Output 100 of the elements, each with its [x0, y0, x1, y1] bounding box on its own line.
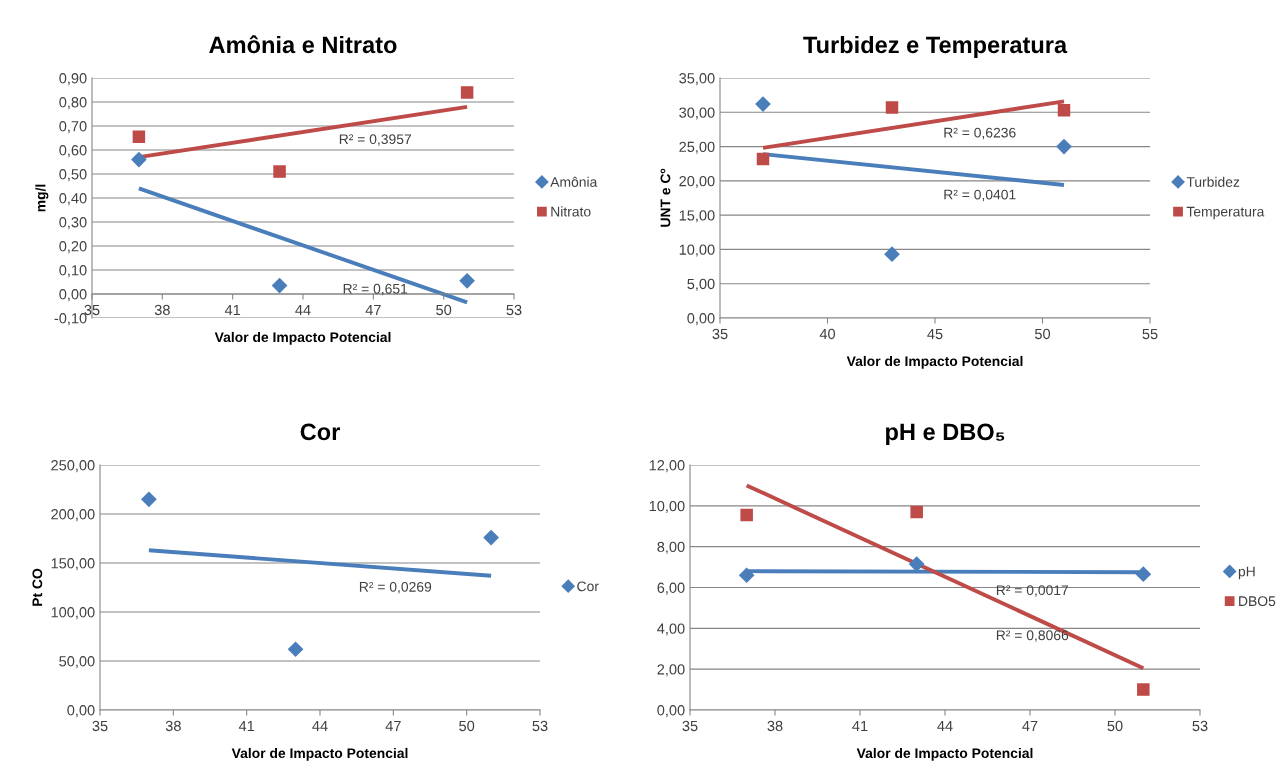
x-tick-label: 53: [532, 720, 548, 732]
legend-label: DBO5: [1239, 596, 1276, 607]
legend-label: Cor: [577, 581, 599, 592]
point: [460, 86, 474, 99]
point: [909, 556, 925, 572]
point: [271, 278, 288, 294]
x-tick-label: 38: [154, 304, 170, 316]
x-axis-title: Valor de Impacto Potencial: [856, 747, 1033, 761]
y-tick-label: 15,00: [679, 210, 715, 223]
legend-label: Amônia: [550, 176, 598, 187]
annotation: R² = 0,0269: [359, 581, 432, 594]
point: [459, 273, 475, 289]
y-tick-label: 10,00: [649, 500, 685, 513]
x-tick-label: 41: [238, 720, 255, 731]
y-tick-label: 35,00: [679, 73, 715, 86]
y-tick-label: 0,90: [59, 73, 87, 86]
legend-label: Turbidez: [1186, 176, 1240, 187]
x-tick-label: 47: [385, 720, 401, 731]
x-axis-title: Valor de Impacto Potencial: [214, 331, 391, 345]
y-axis-title: mg/l: [35, 184, 49, 212]
point: [273, 165, 286, 178]
x-tick-label: 53: [1192, 720, 1208, 732]
y-axis-title: UNT e Cº: [660, 168, 671, 227]
x-tick-label: 50: [1034, 328, 1051, 340]
x-tick-label: 53: [506, 304, 522, 316]
x-tick-label: 35: [92, 720, 108, 732]
point: [131, 152, 147, 168]
annotation: R² = 0,8066: [996, 630, 1069, 642]
y-tick-label: 0,00: [657, 705, 685, 718]
point: [885, 101, 899, 114]
y-tick-label: 2,00: [657, 664, 685, 677]
point: [756, 152, 770, 166]
y-tick-label: 0,00: [67, 705, 95, 718]
x-axis-title: Valor de Impacto Potencial: [231, 747, 408, 761]
y-tick-label: 0,70: [59, 121, 87, 134]
x-tick-label: 44: [312, 720, 328, 731]
x-tick-label: 44: [295, 304, 311, 315]
y-tick-label: 50,00: [59, 656, 95, 669]
y-tick-label: 0,00: [687, 313, 715, 326]
point: [483, 529, 499, 546]
y-tick-label: 8,00: [657, 541, 685, 554]
point: [132, 130, 146, 144]
y-tick-label: 0,50: [59, 169, 87, 182]
x-tick-label: 44: [937, 720, 953, 731]
x-tick-label: 40: [819, 328, 836, 340]
point: [739, 567, 755, 583]
point: [755, 96, 771, 112]
annotation: R² = 0,6236: [944, 127, 1016, 140]
point: [884, 246, 900, 262]
y-tick-label: 6,00: [657, 582, 685, 595]
y-tick-label: 25,00: [679, 141, 715, 154]
point: [1135, 566, 1151, 582]
y-tick-label: 100,00: [51, 607, 95, 620]
x-tick-label: 35: [712, 328, 728, 340]
x-tick-label: 47: [365, 304, 381, 315]
chart-title: Cor: [300, 423, 340, 441]
chart-title: Turbidez e Temperatura: [803, 35, 1068, 58]
y-tick-label: 0,20: [59, 241, 87, 254]
y-tick-label: 12,00: [649, 460, 685, 473]
x-tick-label: 38: [767, 720, 783, 732]
y-tick-label: 0,30: [59, 217, 87, 230]
point: [1057, 103, 1071, 117]
point: [740, 508, 753, 522]
y-tick-label: 0,80: [59, 97, 87, 110]
y-tick-label: 250,00: [51, 460, 95, 473]
x-tick-label: 41: [852, 720, 868, 731]
y-tick-label: 30,00: [679, 107, 715, 120]
y-tick-label: 0,00: [59, 289, 87, 302]
point: [141, 491, 157, 507]
legend-label: Nitrato: [551, 206, 591, 217]
chart-title: Amônia e Nitrato: [209, 35, 397, 54]
point: [1137, 683, 1150, 696]
y-tick-label: 4,00: [657, 623, 685, 636]
y-tick-label: 10,00: [679, 244, 715, 257]
annotation: R² = 0,651: [343, 283, 408, 296]
legend-label: Temperatura: [1186, 206, 1265, 220]
x-axis-title: Valor de Impacto Potencial: [846, 355, 1023, 369]
legend-label: pH: [1238, 566, 1255, 580]
annotation: R² = 0,3957: [339, 134, 411, 146]
x-tick-label: 50: [1107, 720, 1123, 732]
y-tick-label: 0,40: [59, 193, 87, 206]
point: [287, 641, 304, 657]
chart-title: pH e DBO₅: [886, 423, 1005, 445]
y-tick-label: 200,00: [51, 509, 95, 522]
x-tick-label: 38: [165, 720, 181, 732]
point: [910, 505, 923, 519]
x-tick-label: 45: [927, 328, 943, 340]
y-tick-label: 150,00: [51, 558, 95, 571]
y-tick-label: 0,60: [59, 145, 87, 158]
y-tick-label: 5,00: [687, 278, 715, 291]
x-tick-label: 55: [1142, 328, 1158, 340]
x-tick-label: 47: [1022, 720, 1038, 731]
y-tick-label: 20,00: [679, 175, 715, 189]
annotation: R² = 0,0017: [996, 585, 1069, 597]
y-tick-label: 0,10: [59, 265, 87, 278]
y-axis-title: Pt CO: [32, 568, 43, 606]
annotation: R² = 0,0401: [944, 189, 1016, 202]
x-tick-label: 35: [682, 720, 698, 732]
x-tick-label: 50: [459, 720, 475, 732]
point: [1056, 139, 1072, 155]
